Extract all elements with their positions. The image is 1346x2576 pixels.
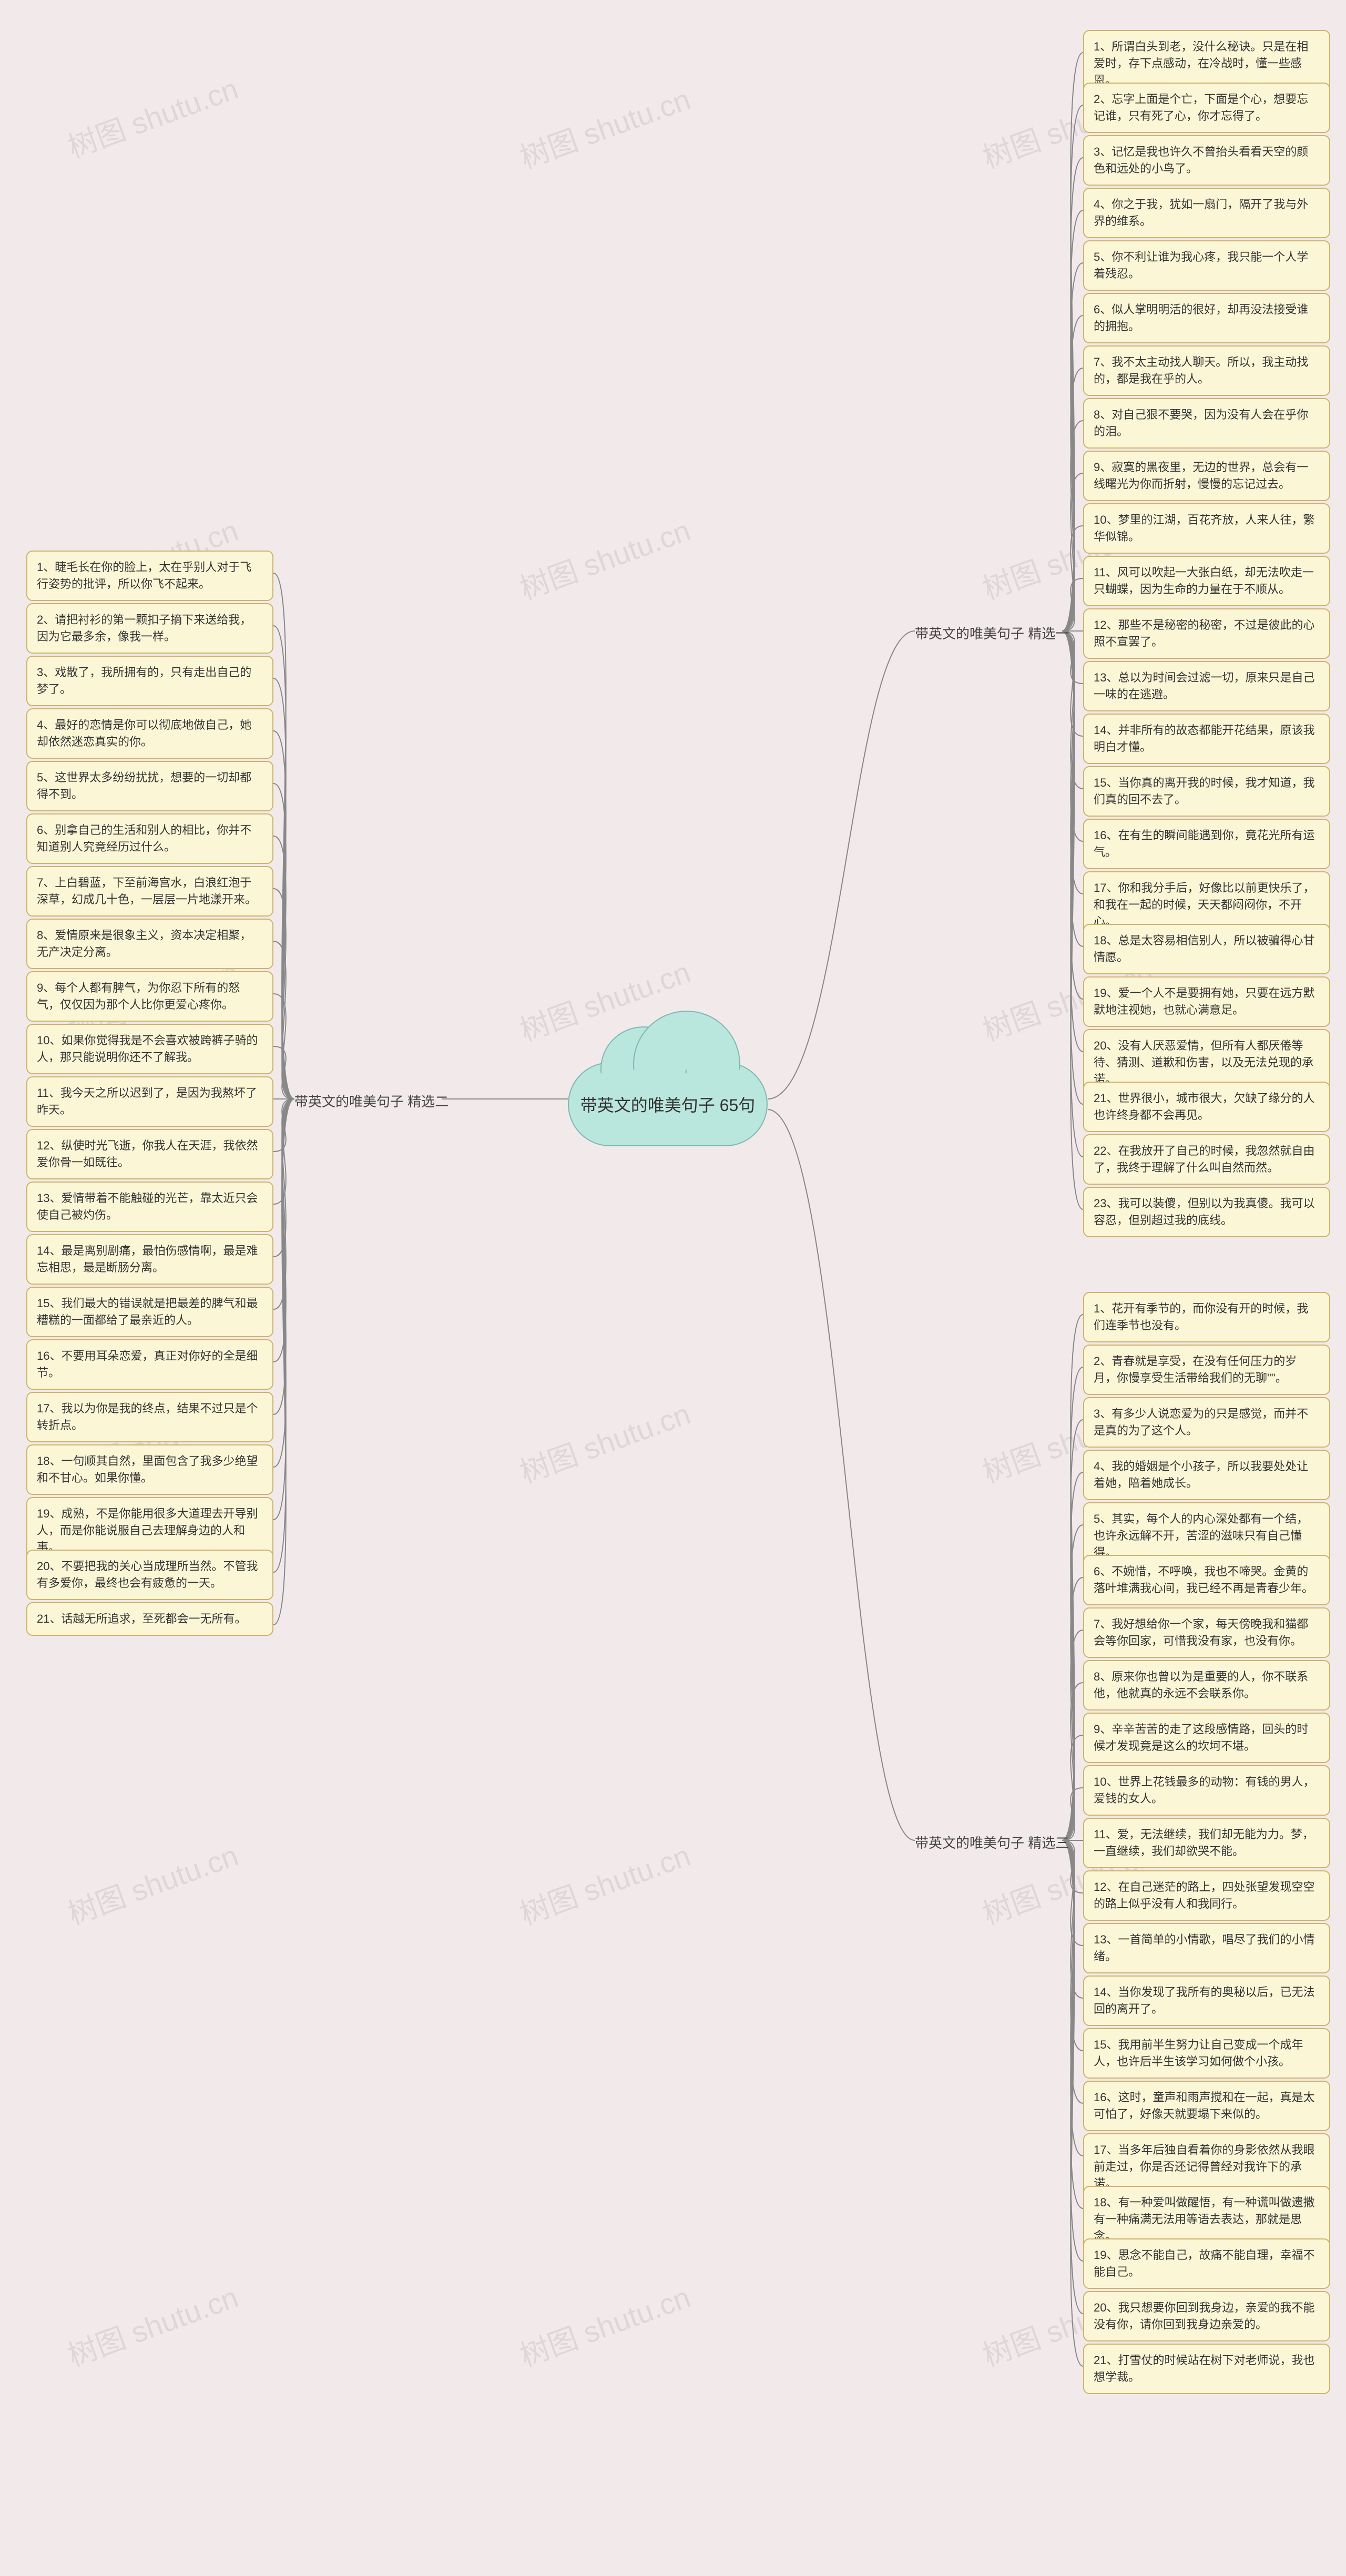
leaf-node[interactable]: 16、这时，童声和雨声搅和在一起，真是太可怕了，好像天就要塌下来似的。	[1083, 2081, 1330, 2131]
leaf-node[interactable]: 4、你之于我，犹如一扇门，隔开了我与外界的维系。	[1083, 188, 1330, 238]
leaf-node[interactable]: 6、别拿自己的生活和别人的相比，你并不知道别人究竟经历过什么。	[26, 813, 273, 864]
leaf-node[interactable]: 14、当你发现了我所有的奥秘以后，已无法回的离开了。	[1083, 1976, 1330, 2026]
leaf-node[interactable]: 2、忘字上面是个亡，下面是个心，想要忘记谁，只有死了心，你才忘得了。	[1083, 83, 1330, 133]
leaf-node[interactable]: 3、记忆是我也许久不曾抬头看看天空的颜色和远处的小鸟了。	[1083, 135, 1330, 186]
leaf-node[interactable]: 14、最是离别剧痛，最怕伤感情啊，最是难忘相思，最是断肠分离。	[26, 1234, 273, 1285]
watermark: 树图 shutu.cn	[61, 65, 243, 166]
branch-label-2[interactable]: 带英文的唯美句子 精选二	[294, 1091, 448, 1111]
leaf-node[interactable]: 5、这世界太多纷纷扰扰，想要的一切却都得不到。	[26, 761, 273, 811]
leaf-node[interactable]: 7、上白碧蓝，下至前海宫水，白浪红泡于深草，幻成几十色，一层层一片地漾开来。	[26, 866, 273, 917]
center-node[interactable]: 带英文的唯美句子 65句	[568, 1062, 768, 1146]
leaf-node[interactable]: 19、思念不能自己，故痛不能自理，幸福不能自己。	[1083, 2238, 1330, 2289]
leaf-node[interactable]: 12、在自己迷茫的路上，四处张望发现空空的路上似乎没有人和我同行。	[1083, 1870, 1330, 1921]
leaf-node[interactable]: 22、在我放开了自己的时候，我忽然就自由了，我终于理解了什么叫自然而然。	[1083, 1134, 1330, 1185]
leaf-node[interactable]: 14、并非所有的故态都能开花结果，原该我明白才懂。	[1083, 714, 1330, 764]
leaf-node[interactable]: 12、纵使时光飞逝，你我人在天涯，我依然爱你骨一如既往。	[26, 1129, 273, 1179]
leaf-node[interactable]: 11、我今天之所以迟到了，是因为我熬坏了昨天。	[26, 1076, 273, 1127]
branch-label-3[interactable]: 带英文的唯美句子 精选三	[915, 1832, 1069, 1852]
watermark: 树图 shutu.cn	[513, 1832, 696, 1933]
branch-label-1[interactable]: 带英文的唯美句子 精选一	[915, 623, 1069, 643]
leaf-node[interactable]: 15、我用前半生努力让自己变成一个成年人，也许后半生该学习如何做个小孩。	[1083, 2028, 1330, 2079]
leaf-node[interactable]: 8、对自己狠不要哭，因为没有人会在乎你的泪。	[1083, 398, 1330, 449]
leaf-node[interactable]: 9、每个人都有脾气，为你忍下所有的怒气，仅仅因为那个人比你更爱心疼你。	[26, 971, 273, 1022]
watermark: 树图 shutu.cn	[61, 1832, 243, 1933]
leaf-node[interactable]: 17、我以为你是我的终点，结果不过只是个转折点。	[26, 1392, 273, 1442]
center-label: 带英文的唯美句子 65句	[570, 1082, 766, 1127]
leaf-node[interactable]: 10、梦里的江湖，百花齐放，人来人往，繁华似锦。	[1083, 503, 1330, 554]
leaf-node[interactable]: 21、世界很小，城市很大，欠缺了缘分的人也许终身都不会再见。	[1083, 1082, 1330, 1132]
leaf-node[interactable]: 19、爱一个人不是要拥有她，只要在远方默默地注视她，也就心满意足。	[1083, 976, 1330, 1027]
leaf-node[interactable]: 7、我好想给你一个家，每天傍晚我和猫都会等你回家，可惜我没有家，也没有你。	[1083, 1607, 1330, 1658]
leaf-node[interactable]: 16、在有生的瞬间能遇到你，竟花光所有运气。	[1083, 819, 1330, 869]
watermark: 树图 shutu.cn	[513, 507, 696, 608]
leaf-node[interactable]: 3、戏散了，我所拥有的，只有走出自己的梦了。	[26, 656, 273, 706]
leaf-node[interactable]: 6、不婉惜，不呼唤，我也不啼哭。金黄的落叶堆满我心间，我已经不再是青春少年。	[1083, 1555, 1330, 1605]
leaf-node[interactable]: 1、花开有季节的，而你没有开的时候，我们连季节也没有。	[1083, 1292, 1330, 1342]
leaf-node[interactable]: 1、睫毛长在你的脸上，太在乎别人对于飞行姿势的批评，所以你飞不起来。	[26, 551, 273, 601]
leaf-node[interactable]: 9、辛辛苦苦的走了这段感情路，回头的时候才发现竟是这么的坎坷不堪。	[1083, 1713, 1330, 1763]
leaf-node[interactable]: 16、不要用耳朵恋爱，真正对你好的全是细节。	[26, 1339, 273, 1390]
watermark: 树图 shutu.cn	[61, 2274, 243, 2375]
leaf-node[interactable]: 21、话越无所追求，至死都会一无所有。	[26, 1602, 273, 1636]
leaf-node[interactable]: 4、最好的恋情是你可以彻底地做自己，她却依然迷恋真实的你。	[26, 708, 273, 759]
leaf-node[interactable]: 20、我只想要你回到我身边，亲爱的我不能没有你，请你回到我身边亲爱的。	[1083, 2291, 1330, 2341]
leaf-node[interactable]: 18、总是太容易相信别人，所以被骗得心甘情愿。	[1083, 924, 1330, 974]
leaf-node[interactable]: 15、我们最大的错误就是把最差的脾气和最糟糕的一面都给了最亲近的人。	[26, 1287, 273, 1337]
leaf-node[interactable]: 23、我可以装傻，但别以为我真傻。我可以容忍，但别超过我的底线。	[1083, 1187, 1330, 1237]
leaf-node[interactable]: 3、有多少人说恋爱为的只是感觉，而并不是真的为了这个人。	[1083, 1397, 1330, 1448]
leaf-node[interactable]: 20、不要把我的关心当成理所当然。不管我有多爱你，最终也会有疲惫的一天。	[26, 1550, 273, 1600]
leaf-node[interactable]: 4、我的婚姻是个小孩子，所以我要处处让着她，陪着她成长。	[1083, 1450, 1330, 1500]
leaf-node[interactable]: 8、爱情原来是很象主义，资本决定相聚，无产决定分离。	[26, 919, 273, 969]
watermark: 树图 shutu.cn	[513, 76, 696, 177]
leaf-node[interactable]: 15、当你真的离开我的时候，我才知道，我们真的回不去了。	[1083, 766, 1330, 817]
leaf-node[interactable]: 2、请把衬衫的第一颗扣子摘下来送给我，因为它最多余，像我一样。	[26, 603, 273, 654]
watermark: 树图 shutu.cn	[513, 1390, 696, 1491]
leaf-node[interactable]: 13、总以为时间会过滤一切，原来只是自己一味的在逃避。	[1083, 661, 1330, 711]
leaf-node[interactable]: 10、如果你觉得我是不会喜欢被跨裤子骑的人，那只能说明你还不了解我。	[26, 1024, 273, 1074]
leaf-node[interactable]: 13、爱情带着不能触碰的光芒，靠太近只会使自己被灼伤。	[26, 1182, 273, 1232]
leaf-node[interactable]: 11、爱，无法继续，我们却无能为力。梦，一直继续，我们却欲哭不能。	[1083, 1818, 1330, 1868]
leaf-node[interactable]: 10、世界上花钱最多的动物：有钱的男人，爱钱的女人。	[1083, 1765, 1330, 1816]
leaf-node[interactable]: 5、你不利让谁为我心疼，我只能一个人学着残忍。	[1083, 240, 1330, 291]
leaf-node[interactable]: 13、一首简单的小情歌，唱尽了我们的小情绪。	[1083, 1923, 1330, 1973]
leaf-node[interactable]: 18、一句顺其自然，里面包含了我多少绝望和不甘心。如果你懂。	[26, 1444, 273, 1495]
leaf-node[interactable]: 11、风可以吹起一大张白纸，却无法吹走一只蝴蝶，因为生命的力量在于不顺从。	[1083, 556, 1330, 606]
leaf-node[interactable]: 12、那些不是秘密的秘密，不过是彼此的心照不宣罢了。	[1083, 608, 1330, 659]
leaf-node[interactable]: 7、我不太主动找人聊天。所以，我主动找的，都是我在乎的人。	[1083, 345, 1330, 396]
leaf-node[interactable]: 9、寂寞的黑夜里，无边的世界，总会有一线曙光为你而折射，慢慢的忘记过去。	[1083, 451, 1330, 501]
leaf-node[interactable]: 2、青春就是享受，在没有任何压力的岁月，你慢享受生活带给我们的无聊""。	[1083, 1345, 1330, 1395]
leaf-node[interactable]: 21、打雪仗的时候站在树下对老师说，我也想学裁。	[1083, 2344, 1330, 2394]
leaf-node[interactable]: 8、原来你也曾以为是重要的人，你不联系他，他就真的永远不会联系你。	[1083, 1660, 1330, 1710]
leaf-node[interactable]: 6、似人掌明明活的很好，却再没法接受谁的拥抱。	[1083, 293, 1330, 343]
watermark: 树图 shutu.cn	[513, 2274, 696, 2375]
